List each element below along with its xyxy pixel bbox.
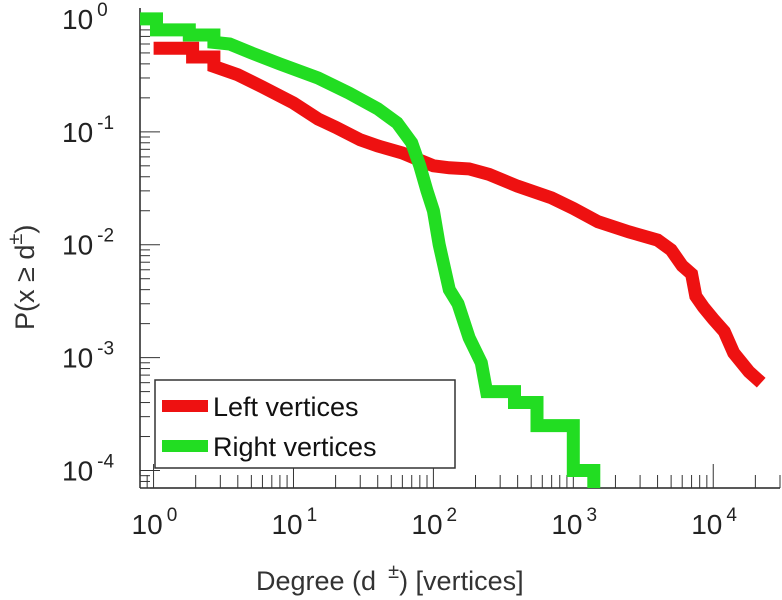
x-axis-title-rest: ) [vertices] [399,566,524,596]
x-tick-base: 10 [691,509,722,540]
y-axis-title-sup: ± [5,234,27,245]
data-series [140,12,766,488]
y-tick-base: 10 [62,4,93,35]
axes-frame [139,8,780,489]
x-tick-base: 10 [411,509,442,540]
y-tick-base: 10 [62,343,93,374]
y-tick-base: 10 [62,230,93,261]
y-tick-label: 10 -4 [62,452,114,487]
x-tick-label: 10 4 [691,505,737,540]
y-tick-base: 10 [62,456,93,487]
y-tick-exp: -3 [97,339,114,360]
y-tick-label: 10 0 [62,0,108,35]
y-tick-label: 10 -3 [62,339,114,374]
x-axis-title-main: Degree (d [256,566,376,596]
y-axis-title-main: P(x ≥ d [10,245,40,330]
x-tick-label: 10 0 [132,505,178,540]
x-tick-exp: 2 [447,505,458,526]
x-axis-title: Degree (d ±) [vertices] [256,561,524,596]
x-tick-exp: 4 [726,505,737,526]
x-tick-exp: 3 [586,505,597,526]
y-tick-exp: -4 [97,452,114,473]
x-tick-base: 10 [132,509,163,540]
x-tick-label: 10 3 [551,505,597,540]
y-axis-title: P(x ≥ d±) [5,225,40,330]
legend: Left vertices Right vertices [154,379,456,469]
y-tick-label: 10 -2 [62,226,114,261]
x-tick-label: 10 2 [411,505,457,540]
series-line-left-vertices [153,41,766,388]
x-tick-exp: 0 [167,505,178,526]
y-tick-exp: 0 [97,0,108,21]
y-tick-label: 10 -1 [62,113,114,148]
legend-box [154,379,456,469]
x-tick-label: 10 1 [271,505,317,540]
x-tick-base: 10 [551,509,582,540]
y-tick-exp: -2 [97,226,114,247]
x-axis-title-sup: ± [388,561,399,583]
tick-labels: 10 0 10 1 10 2 10 3 10 410 010 -110 -210 -310 -4 [62,0,737,540]
x-tick-exp: 1 [307,505,318,526]
y-tick-base: 10 [62,117,93,148]
y-axis-title-rest: ) [10,225,40,234]
x-tick-base: 10 [271,509,302,540]
legend-label-right-vertices: Right vertices [213,432,377,462]
y-tick-exp: -1 [97,113,114,134]
series-line-right-vertices [140,12,601,488]
legend-label-left-vertices: Left vertices [213,392,359,422]
